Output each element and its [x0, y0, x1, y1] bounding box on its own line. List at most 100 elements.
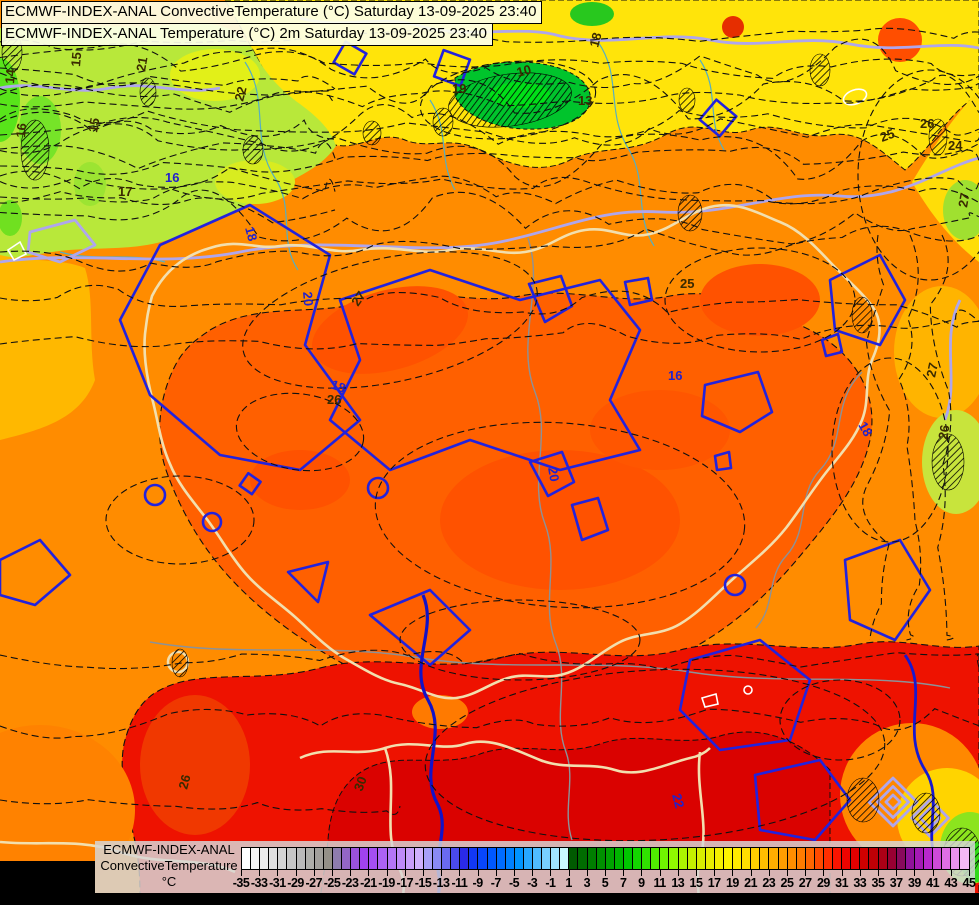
isotherm-loop	[779, 679, 901, 761]
legend-parameter: ConvectiveTemperature	[100, 858, 238, 873]
colorbar-tick	[495, 870, 497, 876]
colorbar-cell	[651, 848, 661, 869]
colorbar-cell	[523, 848, 533, 869]
colorbar-tick-label: -11	[451, 876, 468, 890]
contour-label: 20	[545, 466, 562, 483]
isotherm-line	[0, 67, 336, 90]
colorbar-tick-label: 41	[926, 876, 940, 890]
colorbar-tick-label: 27	[798, 876, 812, 890]
isotherm-line	[862, 234, 891, 641]
colorbar-tick	[586, 870, 588, 876]
isotherm-line	[898, 234, 922, 641]
isotherm-line	[0, 83, 979, 110]
contour-label: 16	[165, 170, 179, 185]
isotherm-loop	[831, 357, 949, 543]
colorbar-tick	[350, 870, 352, 876]
colorbar-tick-label: 37	[889, 876, 903, 890]
colorbar-tick	[696, 870, 697, 876]
colorbar-cell	[705, 848, 715, 869]
colorbar-cell	[742, 848, 752, 869]
isotherm-loop	[235, 392, 365, 472]
colorbar-tick-label: -35	[232, 876, 250, 890]
colorbar-cell	[942, 848, 952, 869]
colorbar-tick	[841, 870, 843, 876]
colorbar-cell	[251, 848, 261, 869]
contour-label: 25	[878, 126, 897, 145]
isotherm-loop	[857, 69, 979, 281]
colorbar-tick	[732, 870, 734, 876]
colorbar-tick-label: 1	[565, 876, 572, 890]
colorbar-cell	[887, 848, 897, 869]
contour-label: 26	[175, 773, 193, 791]
isotherm-line	[0, 309, 979, 350]
river-lines	[59, 41, 951, 841]
colorbar-tick-label: 21	[744, 876, 758, 890]
isotherm-line	[929, 234, 955, 641]
colorbar-cell	[314, 848, 324, 869]
colorbar-tick	[950, 870, 952, 876]
colorbar-cell	[533, 848, 543, 869]
colorbar-cell	[551, 848, 561, 869]
colorbar-cell	[423, 848, 433, 869]
colorbar-tick	[859, 870, 861, 876]
colorbar-tick	[459, 870, 461, 876]
colorbar-cell	[578, 848, 588, 869]
isotherm-line	[0, 189, 979, 245]
colorbar-tick-label: 15	[689, 876, 703, 890]
isotherm-line	[0, 146, 979, 175]
colorbar-cell	[760, 848, 770, 869]
colorbar-tick	[404, 870, 406, 876]
colorbar-tick-label: 9	[638, 876, 645, 890]
colorbar-tick-label: 19	[725, 876, 739, 890]
colorbar-tick	[423, 870, 424, 876]
colorbar-cell	[605, 848, 615, 869]
colorbar-tick-label: -21	[360, 876, 377, 890]
colorbar-cell	[914, 848, 925, 869]
colorbar-tick-label: 13	[671, 876, 685, 890]
colorbar-cell	[396, 848, 406, 869]
colorbar-tick	[259, 870, 261, 876]
contour-label: 19	[452, 81, 466, 96]
contour-label: 16	[668, 368, 682, 383]
colorbar-cell	[305, 848, 315, 869]
isotherm-line	[0, 104, 979, 152]
contour-label: 18	[242, 225, 260, 243]
colorbar-cell	[814, 848, 824, 869]
colorbar-tick	[514, 870, 515, 876]
colorbar-cell	[360, 848, 370, 869]
legend-meta: ECMWF-INDEX-ANAL ConvectiveTemperature °…	[97, 842, 241, 890]
colorbar-tick	[605, 870, 606, 876]
map-title-line2: ECMWF-INDEX-ANAL Temperature (°C) 2m Sat…	[1, 23, 494, 46]
colorbar-tick	[896, 870, 898, 876]
colorbar-cell	[623, 848, 634, 869]
colorbar-tick-label: -9	[472, 876, 484, 890]
colorbar-tick	[532, 870, 534, 876]
contour-label: 10	[515, 62, 533, 80]
contour-label: 21	[133, 56, 150, 73]
colorbar-cell	[242, 848, 252, 869]
colorbar-cell	[405, 848, 415, 869]
isotherm-line	[0, 191, 336, 224]
colorbar-tick-label: -29	[287, 876, 304, 890]
colorbar-cell	[669, 848, 679, 869]
colorbar-tick-label: -3	[527, 876, 538, 890]
colorbar-tick	[368, 870, 370, 876]
colorbar-tick	[477, 870, 479, 876]
colorbar-tick	[932, 870, 934, 876]
colorbar-tick-label: -17	[396, 876, 414, 890]
colorbar-tick-label: -27	[305, 876, 323, 890]
contour-label: 22	[231, 85, 249, 103]
colorbar-tick	[441, 870, 443, 876]
colorbar-cell	[851, 848, 861, 869]
contour-label: 15	[85, 117, 102, 134]
contour-label: 16	[13, 123, 29, 139]
colorbar-tick-label: 43	[944, 876, 958, 890]
colorbar-cell	[432, 848, 443, 869]
contour-label: 15	[68, 52, 84, 68]
colorbar-tick	[277, 870, 279, 876]
contour-label: 18	[329, 377, 348, 396]
colorbar-tick-label: -31	[269, 876, 286, 890]
colorbar-cell	[860, 848, 870, 869]
colorbar-tick-label: -23	[341, 876, 359, 890]
colorbar-tick	[332, 870, 333, 876]
